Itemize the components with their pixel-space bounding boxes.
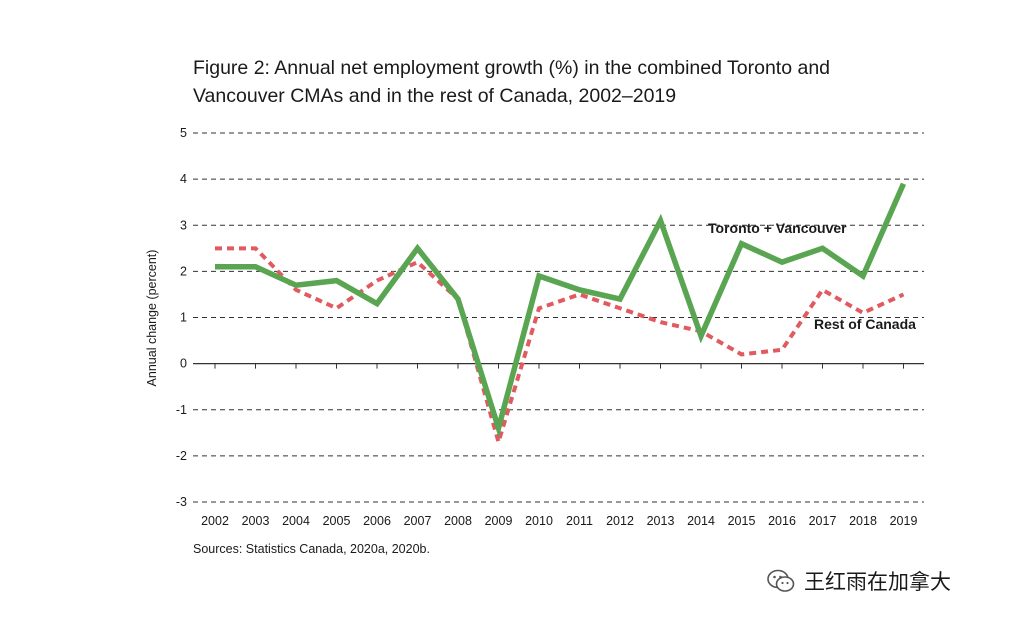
- y-tick-label: 2: [180, 264, 187, 278]
- wechat-icon: [767, 569, 795, 592]
- x-tick-label: 2013: [647, 514, 675, 528]
- x-tick-label: 2016: [768, 514, 796, 528]
- x-tick-label: 2006: [363, 514, 391, 528]
- watermark-text: 王红雨在加拿大: [804, 571, 951, 594]
- y-axis-ticks: 5 4 3 2 1 0 -1 -2 -3: [176, 126, 187, 509]
- series-label-toronto-vancouver: Toronto + Vancouver: [708, 220, 847, 236]
- x-tick-label: 2018: [849, 514, 877, 528]
- x-tick-label: 2004: [282, 514, 310, 528]
- watermark: 王红雨在加拿大: [766, 566, 951, 596]
- y-axis-label: Annual change (percent): [145, 250, 159, 387]
- x-tick-label: 2008: [444, 514, 472, 528]
- source-note: Sources: Statistics Canada, 2020a, 2020b…: [193, 542, 430, 556]
- y-tick-label: -2: [176, 449, 187, 463]
- y-tick-label: -1: [176, 403, 187, 417]
- x-tick-label: 2010: [525, 514, 553, 528]
- series-label-rest-of-canada: Rest of Canada: [814, 316, 916, 332]
- x-tick-label: 2019: [890, 514, 918, 528]
- x-axis-ticks: 2002 2003 2004 2005 2006 2007 2008 2009 2010 2011…: [201, 363, 918, 528]
- y-tick-label: -3: [176, 495, 187, 509]
- x-tick-label: 2015: [728, 514, 756, 528]
- chart-title-line-1: Figure 2: Annual net employment growth (…: [193, 57, 831, 79]
- x-tick-label: 2002: [201, 514, 229, 528]
- x-tick-label: 2009: [485, 514, 513, 528]
- series-line-toronto-vancouver: [215, 182, 907, 439]
- y-tick-label: 0: [180, 357, 187, 371]
- x-tick-label: 2011: [566, 514, 593, 528]
- chart-title-line-2: Vancouver CMAs and in the rest of Canada…: [193, 85, 677, 107]
- chart-title: Figure 2: Annual net employment growth (…: [193, 54, 953, 110]
- gridlines: [193, 132, 924, 503]
- y-tick-label: 1: [180, 311, 187, 325]
- x-tick-label: 2012: [606, 514, 634, 528]
- series-line-rest-of-canada: [215, 246, 905, 450]
- series-lines: [215, 182, 907, 450]
- x-tick-label: 2005: [323, 514, 351, 528]
- y-tick-label: 5: [180, 126, 187, 140]
- x-tick-label: 2003: [242, 514, 270, 528]
- y-tick-label: 3: [180, 218, 187, 232]
- x-tick-label: 2007: [404, 514, 432, 528]
- x-tick-label: 2017: [809, 514, 837, 528]
- y-tick-label: 4: [180, 172, 187, 186]
- x-tick-label: 2014: [687, 514, 715, 528]
